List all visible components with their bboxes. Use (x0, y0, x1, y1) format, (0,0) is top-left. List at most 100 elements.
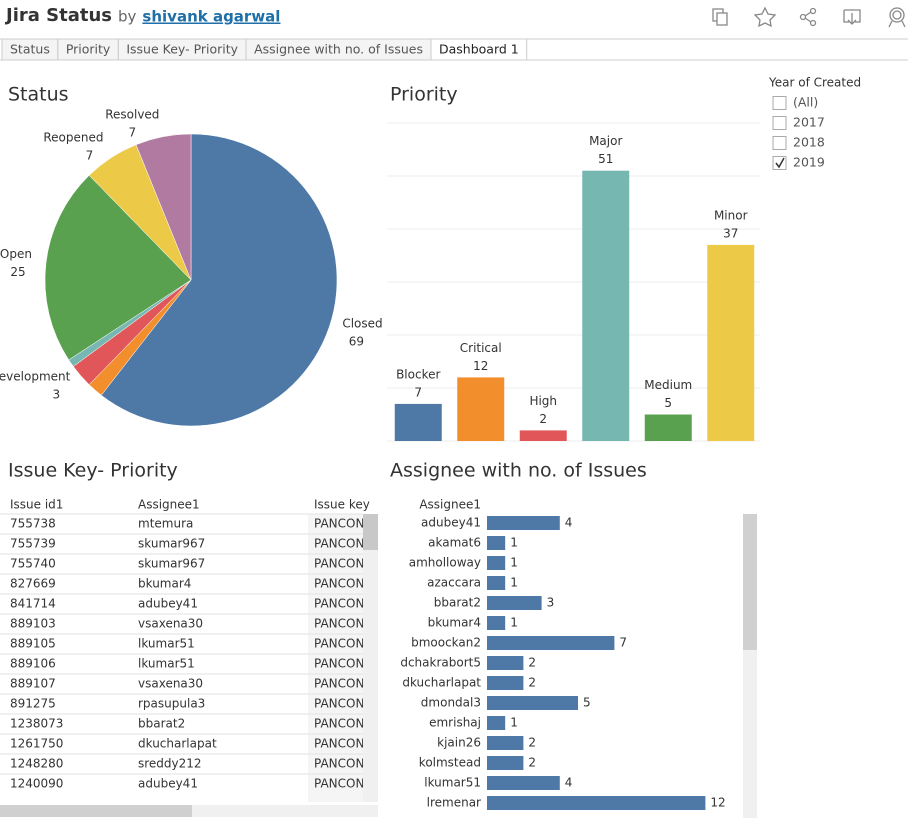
tab-box[interactable] (430, 38, 528, 61)
assignee-label: kjain26 (437, 736, 481, 750)
slice-label: Closed (342, 316, 382, 330)
bar-value-label: 2 (528, 736, 536, 750)
table-cell: PANCON (314, 677, 364, 691)
author-link[interactable]: shivank agarwal (142, 8, 280, 26)
table-cell: 755738 (10, 517, 56, 531)
filter-title: Year of Created (768, 76, 861, 90)
bar-value-label: 12 (710, 796, 725, 810)
bar (394, 403, 442, 441)
table-cell: PANCON (314, 697, 364, 711)
bar (487, 556, 506, 570)
bar (487, 616, 506, 630)
tab[interactable]: Status (1, 38, 59, 61)
bar-category-label: Critical (460, 341, 502, 355)
table-cell: 827669 (10, 577, 56, 591)
filter-option[interactable]: 2017 (772, 115, 825, 130)
slice-label: Reopened (43, 131, 103, 145)
table-cell: 841714 (10, 597, 56, 611)
bar (487, 516, 560, 530)
download-icon[interactable] (843, 9, 861, 25)
table-scroll-thumb[interactable] (363, 514, 378, 550)
slice-label: Resolved (105, 107, 159, 121)
filter-option-label[interactable]: 2019 (793, 155, 825, 170)
tab-label[interactable]: Status (10, 42, 50, 57)
table-scrollbar[interactable] (363, 514, 378, 802)
pie-slice (100, 133, 338, 427)
bar (457, 377, 505, 441)
table-cell: PANCON (314, 777, 364, 791)
slice-value: 69 (349, 334, 364, 348)
slice-label: Open (0, 247, 32, 261)
filter-option[interactable]: (All) (772, 95, 818, 110)
pie-slice (44, 174, 192, 361)
bar-value-label: 2 (539, 412, 547, 426)
app-title: Jira Status (4, 5, 112, 26)
bar-value-label: 1 (510, 556, 518, 570)
filter-option-label[interactable]: (All) (793, 95, 818, 110)
filter-option[interactable]: 2018 (772, 135, 825, 150)
table-cell: 891275 (10, 697, 56, 711)
filter-option-label[interactable]: 2018 (793, 135, 825, 150)
bar-value-label: 51 (598, 152, 613, 166)
column-header: Assignee1 (419, 498, 481, 512)
checkbox[interactable] (772, 116, 787, 130)
bar-category-label: Medium (644, 378, 692, 392)
bar (487, 676, 524, 690)
tab-label[interactable]: Dashboard 1 (439, 42, 519, 57)
table-cell: PANCON (314, 517, 364, 531)
table-cell: dkucharlapat (138, 737, 217, 751)
bar-category-label: High (529, 394, 557, 408)
checkbox[interactable] (772, 136, 787, 150)
badge-icon[interactable] (888, 7, 906, 28)
table-cell: 889106 (10, 657, 56, 671)
table-cell: 1238073 (10, 717, 63, 731)
table-cell: 1240090 (10, 777, 63, 791)
charts: StatusClosed69In Development3Open25Reope… (0, 84, 760, 810)
share-icon[interactable] (799, 7, 817, 27)
bar (487, 536, 506, 550)
table-cell: PANCON (314, 577, 364, 591)
bar (487, 776, 560, 790)
tab[interactable]: Issue Key- Priority (117, 38, 247, 61)
table-cell: PANCON (314, 737, 364, 751)
filter-option-label[interactable]: 2017 (793, 115, 825, 130)
table-cell: PANCON (314, 637, 364, 651)
column-header: Issue id1 (10, 498, 63, 512)
bar-value-label: 37 (723, 226, 738, 240)
bar (582, 170, 630, 441)
bar-value-label: 7 (414, 385, 422, 399)
copy-icon[interactable] (712, 8, 728, 26)
bar-value-label: 2 (528, 676, 536, 690)
tab[interactable]: Dashboard 1 (430, 38, 528, 61)
assignee-label: bmoockan2 (411, 636, 481, 650)
bar (487, 576, 506, 590)
bar (487, 636, 615, 650)
bar-value-label: 1 (510, 716, 518, 730)
table-cell: sreddy212 (138, 757, 202, 771)
tab[interactable]: Assignee with no. of Issues (245, 38, 432, 61)
bar (519, 430, 567, 441)
filter-option[interactable]: 2019 (772, 155, 825, 170)
table-cell: vsaxena30 (138, 617, 203, 631)
checkmark[interactable] (775, 157, 785, 169)
bar (644, 414, 692, 441)
tab[interactable]: Priority (57, 38, 119, 61)
assignee-label: dmondal3 (421, 696, 481, 710)
bar-category-label: Blocker (396, 367, 440, 381)
tab-label[interactable]: Issue Key- Priority (126, 42, 238, 57)
table-cell: bbarat2 (138, 717, 185, 731)
assignee-scroll-thumb[interactable] (743, 514, 757, 650)
bar-value-label: 4 (565, 516, 573, 530)
bar (487, 596, 542, 610)
checkbox[interactable] (772, 96, 787, 110)
favorite-icon[interactable] (753, 6, 777, 28)
by-text: by (118, 8, 137, 26)
tab-label[interactable]: Assignee with no. of Issues (254, 42, 423, 57)
bar-value-label: 1 (510, 536, 518, 550)
assignee-label: lkumar51 (424, 776, 481, 790)
tab-label[interactable]: Priority (66, 42, 111, 57)
slice-label: In Development (0, 370, 71, 384)
assignee-label: akamat6 (428, 536, 481, 550)
table-hscroll-thumb[interactable] (0, 805, 192, 817)
assignee-label: emrishaj (429, 716, 481, 730)
